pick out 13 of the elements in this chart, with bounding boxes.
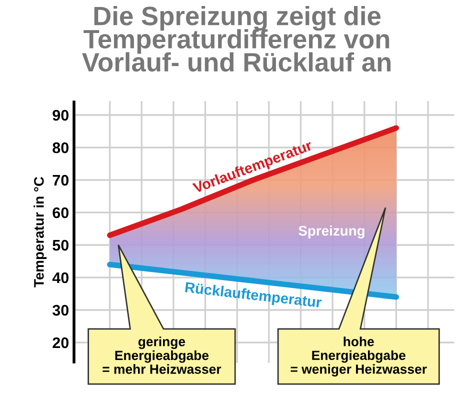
annotation: geringe Energieabgabe = mehr Heizwasser	[102, 336, 222, 374]
y-tick-label: 20	[52, 337, 69, 348]
y-tick-label: 90	[52, 110, 69, 121]
y-tick-label: 40	[52, 272, 69, 284]
chart-title: Die Spreizung zeigt die Temperaturdifferenz von Vorlauf- und Rücklauf an	[82, 6, 391, 72]
y-tick-label: 60	[52, 207, 69, 218]
y-tick-label: 80	[52, 142, 69, 154]
y-tick-label: 70	[52, 174, 69, 186]
y-tick-label: 50	[52, 240, 69, 251]
y-axis-title: Temperatur in °C	[34, 176, 47, 288]
y-tick-label: 30	[52, 304, 69, 316]
annotation: hohe Energieabgabe = weniger Heizwasser	[290, 336, 427, 376]
annotation: Spreizung	[298, 225, 364, 239]
